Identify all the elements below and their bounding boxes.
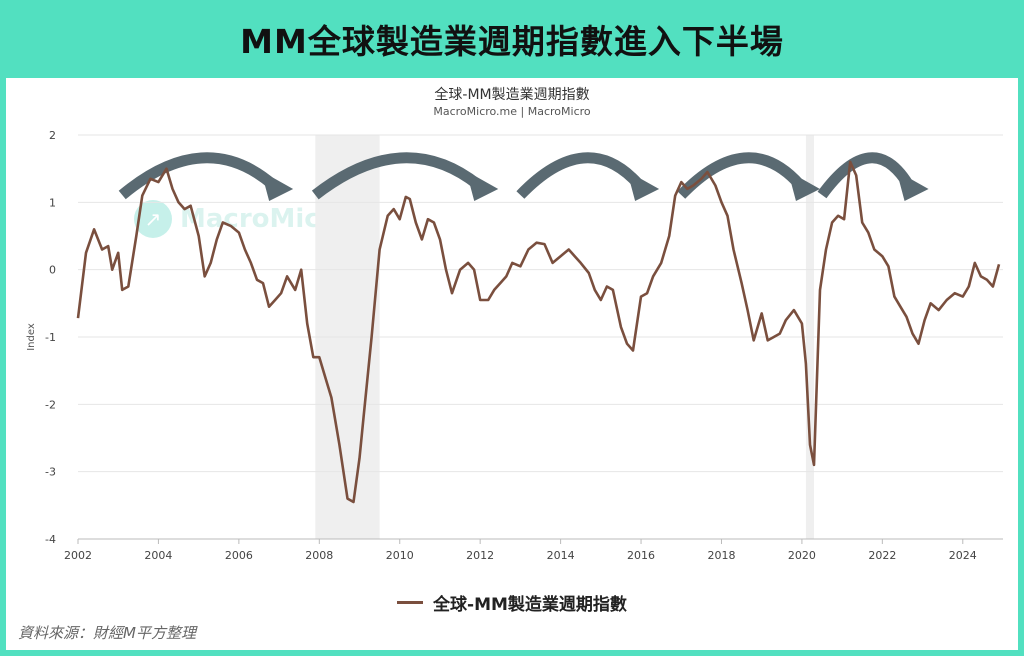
- y-tick-label: -1: [45, 331, 56, 344]
- legend-line-swatch: [397, 601, 423, 604]
- cycle-arrow: [822, 158, 909, 195]
- series-line: [78, 162, 999, 502]
- cycle-arrow-head: [897, 171, 929, 201]
- page-title: MM全球製造業週期指數進入下半場: [240, 15, 784, 63]
- chart-panel: 全球-MM製造業週期指數 MacroMicro.me | MacroMicro …: [6, 78, 1018, 650]
- y-tick-label: 1: [49, 196, 56, 209]
- x-tick-label: 2012: [466, 549, 494, 562]
- source-note: 資料來源：財經M平方整理: [18, 622, 196, 643]
- x-tick-label: 2004: [144, 549, 172, 562]
- cycle-arrow-head: [261, 171, 293, 201]
- y-tick-label: -2: [45, 398, 56, 411]
- cycle-arrow: [520, 158, 639, 195]
- x-tick-label: 2020: [788, 549, 816, 562]
- page-header: MM全球製造業週期指數進入下半場: [0, 0, 1024, 78]
- x-tick-label: 2006: [225, 549, 253, 562]
- y-tick-label: 2: [49, 129, 56, 142]
- x-tick-label: 2014: [547, 549, 575, 562]
- cycle-arrow-head: [788, 171, 820, 201]
- y-tick-label: -4: [45, 533, 56, 546]
- y-tick-label: -3: [45, 466, 56, 479]
- y-axis-label: Index: [26, 323, 37, 351]
- line-chart: 2 1 0 -1 -2 -3 -4 2002 2004 2006 2008 2010 2012 2014 2…: [6, 78, 1018, 578]
- legend-label: 全球-MM製造業週期指數: [433, 590, 627, 615]
- x-tick-label: 2018: [707, 549, 735, 562]
- cycle-arrow: [681, 158, 800, 195]
- x-tick-label: 2008: [305, 549, 333, 562]
- x-tick-label: 2022: [868, 549, 896, 562]
- y-tick-label: 0: [49, 264, 56, 277]
- x-tick-label: 2010: [386, 549, 414, 562]
- x-tick-label: 2016: [627, 549, 655, 562]
- x-tick-label: 2002: [64, 549, 92, 562]
- x-tick-label: 2024: [949, 549, 977, 562]
- cycle-arrow-head: [466, 171, 498, 201]
- legend[interactable]: 全球-MM製造業週期指數: [6, 590, 1018, 615]
- cycle-arrow-head: [627, 171, 659, 201]
